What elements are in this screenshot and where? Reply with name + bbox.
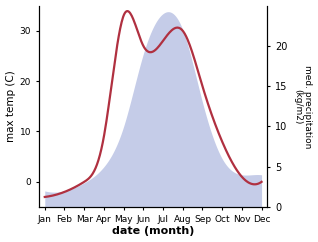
X-axis label: date (month): date (month) <box>112 227 194 236</box>
Y-axis label: med. precipitation
(kg/m2): med. precipitation (kg/m2) <box>293 65 313 148</box>
Y-axis label: max temp (C): max temp (C) <box>5 70 16 142</box>
